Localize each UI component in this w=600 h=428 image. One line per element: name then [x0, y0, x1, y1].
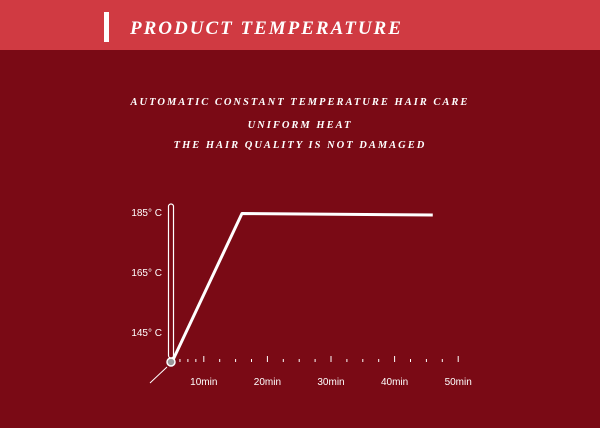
header-banner [0, 0, 600, 50]
subtitle-line: AUTOMATIC CONSTANT TEMPERATURE HAIR CARE [130, 97, 470, 108]
x-tick-label: 20min [254, 377, 281, 388]
temperature-line [170, 212, 433, 363]
origin-marker [166, 357, 176, 367]
x-tick-label: 10min [190, 377, 217, 388]
x-tick-label: 40min [381, 377, 408, 388]
y-tick-label: 145° C [131, 328, 162, 339]
y-axis [167, 203, 175, 359]
header-accent [104, 12, 109, 42]
subtitle-line: UNIFORM HEAT [248, 120, 353, 131]
subtitle-line: THE HAIR QUALITY IS NOT DAMAGED [174, 140, 427, 151]
axis-pointer [149, 366, 168, 384]
y-tick-label: 185° C [131, 208, 162, 219]
y-tick-label: 165° C [131, 268, 162, 279]
x-tick-label: 30min [317, 377, 344, 388]
header-title: PRODUCT TEMPERATURE [129, 18, 403, 39]
x-tick-label: 50min [445, 377, 472, 388]
